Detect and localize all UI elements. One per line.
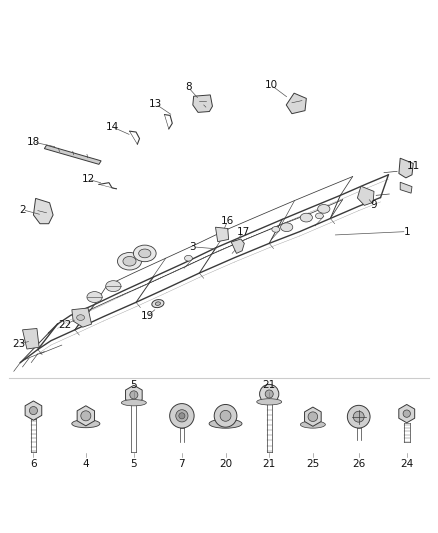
- Ellipse shape: [300, 213, 312, 222]
- Ellipse shape: [106, 281, 121, 292]
- Polygon shape: [25, 401, 42, 420]
- Text: 13: 13: [149, 99, 162, 109]
- Text: 16: 16: [221, 216, 234, 225]
- Ellipse shape: [121, 400, 146, 406]
- Ellipse shape: [117, 253, 141, 270]
- Circle shape: [347, 405, 370, 428]
- Polygon shape: [304, 407, 321, 426]
- Ellipse shape: [281, 223, 293, 231]
- Circle shape: [81, 411, 91, 421]
- Text: 20: 20: [219, 458, 232, 469]
- Circle shape: [214, 405, 237, 427]
- Circle shape: [179, 413, 185, 419]
- Polygon shape: [286, 93, 306, 114]
- Text: 21: 21: [263, 379, 276, 390]
- Ellipse shape: [155, 302, 160, 305]
- Circle shape: [308, 412, 318, 422]
- Circle shape: [353, 411, 364, 422]
- Ellipse shape: [272, 227, 280, 232]
- Ellipse shape: [233, 240, 240, 246]
- Text: 11: 11: [406, 161, 420, 171]
- Text: 22: 22: [59, 320, 72, 329]
- Polygon shape: [44, 145, 101, 164]
- Text: 1: 1: [403, 227, 410, 237]
- Ellipse shape: [152, 300, 164, 308]
- Text: 21: 21: [263, 458, 276, 469]
- Text: 3: 3: [190, 242, 196, 252]
- Ellipse shape: [315, 213, 323, 219]
- Polygon shape: [399, 158, 413, 178]
- Text: 19: 19: [140, 311, 154, 321]
- Circle shape: [130, 391, 138, 399]
- Text: 17: 17: [237, 228, 250, 237]
- Text: 26: 26: [352, 458, 365, 469]
- Text: 7: 7: [179, 458, 185, 469]
- Polygon shape: [357, 186, 374, 205]
- Text: 9: 9: [371, 200, 377, 211]
- Polygon shape: [231, 239, 244, 253]
- Text: 5: 5: [131, 458, 137, 469]
- Ellipse shape: [209, 419, 242, 428]
- Text: 5: 5: [131, 379, 137, 390]
- Text: 23: 23: [12, 339, 26, 349]
- Text: 4: 4: [82, 458, 89, 469]
- Polygon shape: [400, 182, 412, 193]
- Ellipse shape: [123, 256, 136, 266]
- Polygon shape: [72, 308, 92, 327]
- Text: 8: 8: [185, 83, 192, 93]
- Text: 25: 25: [306, 458, 319, 469]
- Ellipse shape: [257, 399, 282, 405]
- Text: 6: 6: [30, 458, 37, 469]
- Ellipse shape: [87, 292, 102, 303]
- Polygon shape: [22, 328, 39, 349]
- Text: 14: 14: [106, 122, 119, 132]
- Text: 10: 10: [265, 80, 278, 90]
- Ellipse shape: [318, 205, 330, 213]
- Ellipse shape: [300, 421, 325, 428]
- Circle shape: [220, 410, 231, 421]
- Text: 2: 2: [19, 205, 26, 215]
- Ellipse shape: [72, 419, 100, 427]
- Text: 18: 18: [27, 137, 40, 147]
- Circle shape: [176, 410, 188, 422]
- Ellipse shape: [77, 315, 85, 320]
- Polygon shape: [77, 406, 95, 426]
- Polygon shape: [126, 385, 142, 405]
- Circle shape: [170, 403, 194, 428]
- Ellipse shape: [184, 255, 192, 261]
- Ellipse shape: [139, 249, 151, 258]
- Circle shape: [260, 384, 279, 403]
- Polygon shape: [33, 198, 53, 224]
- Text: 24: 24: [400, 458, 413, 469]
- Circle shape: [29, 407, 38, 415]
- Polygon shape: [399, 405, 415, 423]
- Circle shape: [265, 390, 273, 398]
- Polygon shape: [193, 95, 212, 112]
- Circle shape: [403, 410, 410, 417]
- Polygon shape: [215, 227, 229, 241]
- Text: 12: 12: [81, 174, 95, 184]
- Ellipse shape: [134, 245, 156, 262]
